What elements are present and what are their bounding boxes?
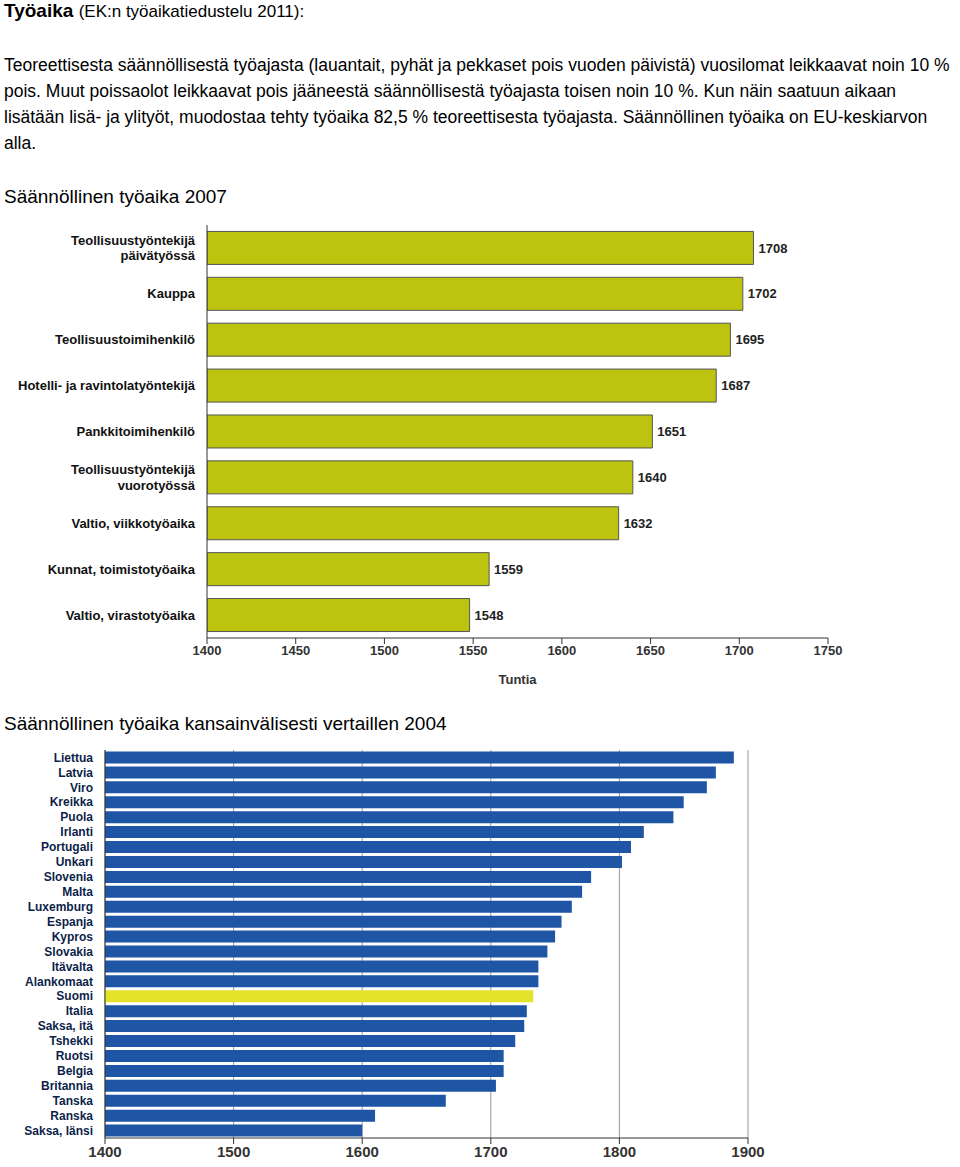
svg-text:1400: 1400 (193, 643, 222, 658)
svg-text:Italia: Italia (66, 1004, 94, 1018)
svg-text:1559: 1559 (494, 562, 523, 577)
svg-text:Valtio, viikkotyöaika: Valtio, viikkotyöaika (71, 516, 195, 531)
svg-text:Ranska: Ranska (50, 1109, 93, 1123)
svg-text:Slovenia: Slovenia (44, 870, 94, 884)
svg-text:Teollisuustyöntekijävuorotyöss: Teollisuustyöntekijävuorotyössä (71, 462, 196, 493)
svg-text:Hotelli- ja ravintolatyöntekij: Hotelli- ja ravintolatyöntekijä (18, 378, 196, 393)
svg-text:Espanja: Espanja (47, 915, 93, 929)
svg-text:1651: 1651 (657, 424, 686, 439)
svg-text:1632: 1632 (624, 516, 653, 531)
svg-text:1800: 1800 (603, 1143, 636, 1160)
svg-text:Saksa, länsi: Saksa, länsi (24, 1124, 93, 1138)
svg-text:Alankomaat: Alankomaat (25, 975, 93, 989)
svg-text:Ruotsi: Ruotsi (56, 1049, 93, 1063)
svg-text:1450: 1450 (281, 643, 310, 658)
svg-text:Kypros: Kypros (52, 930, 94, 944)
svg-text:1550: 1550 (459, 643, 488, 658)
svg-text:Suomi: Suomi (56, 989, 93, 1003)
svg-text:Tshekki: Tshekki (49, 1034, 93, 1048)
svg-text:Slovakia: Slovakia (44, 945, 93, 959)
svg-text:1700: 1700 (474, 1143, 507, 1160)
svg-text:Valtio, virastotyöaika: Valtio, virastotyöaika (66, 608, 196, 623)
svg-text:Saksa, itä: Saksa, itä (38, 1019, 94, 1033)
svg-text:Latvia: Latvia (58, 766, 93, 780)
svg-text:Britannia: Britannia (41, 1079, 93, 1093)
svg-text:1708: 1708 (758, 241, 787, 256)
svg-text:Itävalta: Itävalta (52, 960, 94, 974)
svg-text:Tanska: Tanska (53, 1094, 94, 1108)
svg-text:Irlanti: Irlanti (60, 825, 93, 839)
svg-text:1600: 1600 (547, 643, 576, 658)
svg-text:1900: 1900 (731, 1143, 764, 1160)
svg-text:Teollisuustyöntekijäpäivätyöss: Teollisuustyöntekijäpäivätyössä (71, 233, 196, 264)
svg-text:Pankkitoimihenkilö: Pankkitoimihenkilö (77, 424, 196, 439)
html-text:Työaika (EK:n työaikatiedustel: Työaika (EK:n työaikatiedustelu 2011): (4, 0, 305, 21)
svg-text:Portugali: Portugali (41, 840, 93, 854)
svg-text:Viro: Viro (70, 781, 93, 795)
svg-text:1600: 1600 (346, 1143, 379, 1160)
svg-text:Kauppa: Kauppa (147, 286, 195, 301)
svg-text:1640: 1640 (638, 470, 667, 485)
svg-text:1548: 1548 (475, 608, 504, 623)
svg-text:1695: 1695 (735, 332, 764, 347)
svg-text:Malta: Malta (62, 885, 93, 899)
svg-text:Puola: Puola (60, 810, 93, 824)
svg-text:Teollisuustoimihenkilö: Teollisuustoimihenkilö (55, 332, 195, 347)
svg-text:Kreikka: Kreikka (50, 795, 94, 809)
svg-text:1500: 1500 (370, 643, 399, 658)
svg-text:1750: 1750 (814, 643, 843, 658)
svg-text:1702: 1702 (748, 286, 777, 301)
html-text:Säännöllinen työaika 2007: Säännöllinen työaika 2007 (4, 186, 227, 207)
svg-text:Tuntia: Tuntia (498, 672, 537, 687)
svg-text:1400: 1400 (88, 1143, 121, 1160)
svg-text:Kunnat, toimistotyöaika: Kunnat, toimistotyöaika (48, 562, 196, 577)
svg-text:1687: 1687 (721, 378, 750, 393)
svg-text:Liettua: Liettua (54, 751, 94, 765)
svg-text:1700: 1700 (725, 643, 754, 658)
svg-text:Luxemburg: Luxemburg (28, 900, 93, 914)
svg-text:1650: 1650 (636, 643, 665, 658)
svg-text:Unkari: Unkari (56, 855, 93, 869)
html-text:Säännöllinen työaika kansainvä: Säännöllinen työaika kansainvälisesti ve… (4, 713, 447, 734)
html-text:Teoreettisesta säännöllisestä: Teoreettisesta säännöllisestä työajasta … (4, 55, 950, 153)
svg-text:1500: 1500 (217, 1143, 250, 1160)
svg-text:Belgia: Belgia (57, 1064, 93, 1078)
